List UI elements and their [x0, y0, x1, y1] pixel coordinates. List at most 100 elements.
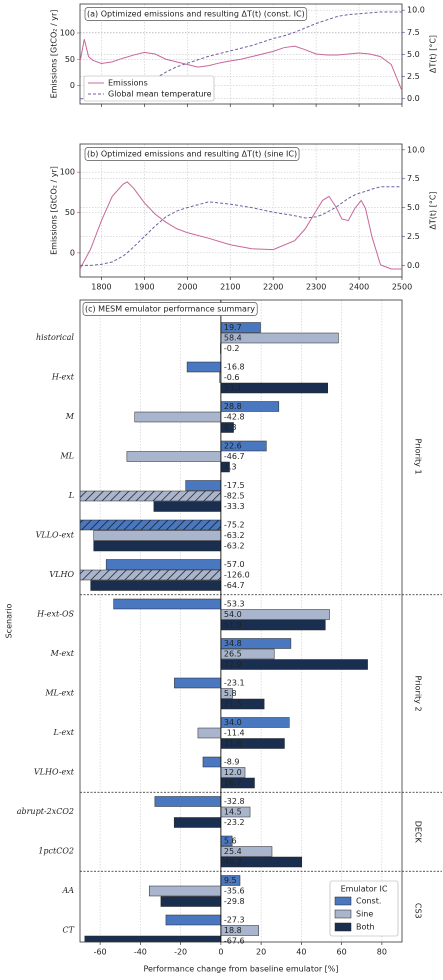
value-label: 54.0	[224, 610, 242, 619]
y2-tick-label: 5.0	[407, 203, 420, 212]
y-tick-label: historical	[36, 333, 74, 342]
series-line	[79, 39, 403, 92]
value-label: 5.6	[224, 837, 237, 846]
y-tick-label: VLLO-ext	[36, 531, 75, 540]
title-box	[84, 147, 300, 161]
x-tick-label: 2200	[263, 283, 283, 292]
value-label: -67.6	[224, 937, 245, 946]
x-tick-label: 1800	[91, 283, 111, 292]
y-tick-label: ML	[59, 452, 74, 461]
title-box	[82, 302, 258, 316]
y-tick-label: L	[68, 491, 74, 500]
value-label: 53.1	[224, 384, 242, 393]
value-label: 18.8	[224, 926, 242, 935]
value-label: -64.7	[224, 581, 245, 590]
legend-label: Global mean temperature	[108, 90, 212, 99]
value-label: 16.7	[224, 779, 242, 788]
y-tick-label: 100	[60, 168, 75, 177]
bar	[174, 677, 222, 689]
value-label: -0.2	[224, 344, 240, 353]
y-tick-label: 50	[65, 55, 75, 64]
value-label: -75.2	[224, 521, 245, 530]
plot-frame	[79, 143, 403, 278]
bar	[220, 659, 368, 670]
chart-title: (a) Optimized emissions and resulting ΔT…	[87, 10, 305, 19]
legend-swatch	[334, 922, 352, 932]
bar	[202, 756, 222, 768]
y-tick-label: VLHO	[49, 570, 74, 579]
series-line	[80, 186, 402, 266]
y2-tick-label: 2.5	[407, 232, 420, 241]
value-label: -11.4	[224, 729, 245, 738]
legend-title: Emulator IC	[341, 885, 388, 894]
value-label: 6.3	[224, 423, 237, 432]
x-axis-label: Performance change from baseline emulato…	[143, 965, 338, 974]
y2-tick-label: 10.0	[407, 6, 425, 15]
bar	[173, 817, 222, 828]
value-label: 34.0	[224, 718, 242, 727]
y-tick-label: abrupt-2xCO2	[17, 807, 74, 816]
y2-tick-label: 2.5	[407, 72, 420, 81]
title-box	[84, 7, 308, 21]
x-tick-label: -60	[94, 948, 107, 957]
legend-label: Both	[356, 923, 375, 932]
value-label: 5.8	[224, 689, 237, 698]
y-tick-label: H-ext-OS	[36, 610, 74, 619]
y-tick-label: AA	[61, 886, 74, 895]
value-label: -42.8	[224, 413, 245, 422]
value-label: 21.5	[224, 700, 242, 709]
value-label: -53.3	[224, 600, 245, 609]
group-label: DECK	[414, 821, 423, 844]
value-label: -63.2	[224, 531, 245, 540]
legend-swatch	[334, 896, 352, 906]
y2-tick-label: 7.5	[407, 174, 420, 183]
value-label: -23.1	[224, 679, 245, 688]
value-label: -126.0	[224, 571, 250, 580]
x-tick-label: 2400	[349, 283, 369, 292]
x-tick-label: 60	[337, 948, 347, 957]
y-tick-label: CT	[63, 926, 75, 935]
x-tick-label: 20	[256, 948, 266, 957]
y-tick-label: 50	[65, 208, 75, 217]
value-label: -33.3	[224, 502, 245, 511]
x-tick-label: 0	[218, 948, 223, 957]
bar	[134, 411, 222, 423]
value-label: 25.4	[224, 847, 242, 856]
legend-label: Const.	[356, 897, 381, 906]
bar	[165, 914, 222, 926]
value-label: -82.5	[224, 492, 245, 501]
y-tick-label: 0	[70, 248, 75, 257]
value-label: 4.3	[224, 463, 237, 472]
bars	[80, 322, 368, 942]
bar	[186, 361, 222, 373]
bar	[148, 885, 222, 897]
bar	[93, 530, 222, 541]
y-tick-label: ML-ext	[44, 689, 74, 698]
value-label: -57.0	[224, 560, 245, 569]
x-tick-label: 2500	[392, 283, 412, 292]
bar	[154, 796, 222, 807]
plot-frame	[79, 3, 403, 105]
bar	[84, 935, 222, 942]
bar	[80, 569, 222, 581]
value-label: 28.8	[224, 402, 242, 411]
y2-tick-label: 0.0	[407, 94, 420, 103]
x-tick-label: 2100	[220, 283, 240, 292]
value-label: 51.9	[224, 621, 242, 630]
y-tick-label: M	[65, 412, 75, 421]
value-label: -29.8	[224, 897, 245, 906]
y-tick-label: 1pctCO2	[38, 847, 74, 856]
y2-tick-label: 10.0	[407, 145, 425, 154]
value-label: -27.3	[224, 916, 245, 925]
bar	[93, 540, 222, 552]
value-label: 40.2	[224, 858, 242, 867]
value-label: -35.6	[224, 887, 245, 896]
y-axis-label: Emissions [GtCO₂ / yr]	[50, 166, 59, 255]
legend-box	[83, 75, 215, 102]
y-axis-label: Emissions [GtCO₂ / yr]	[50, 10, 59, 99]
legend-swatch	[334, 909, 352, 919]
y-tick-label: L-ext	[53, 728, 75, 737]
y-tick-label: 100	[60, 28, 75, 37]
value-label: 19.7	[224, 323, 242, 332]
